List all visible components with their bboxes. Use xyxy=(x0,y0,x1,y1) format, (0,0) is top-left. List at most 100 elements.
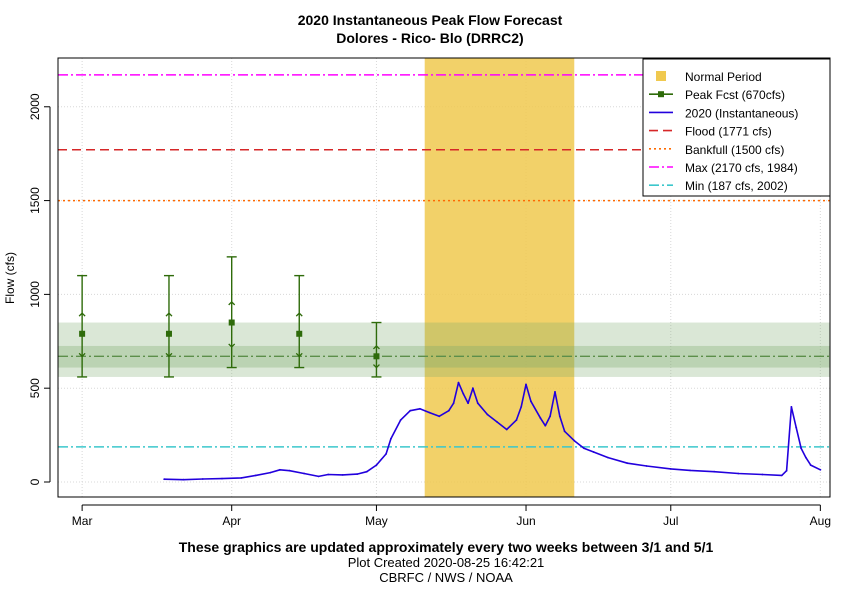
legend-item-label: Normal Period xyxy=(685,70,762,84)
series-point xyxy=(558,415,561,418)
series-point xyxy=(563,430,566,433)
legend-box xyxy=(642,58,831,197)
series-point xyxy=(221,477,223,480)
series-point xyxy=(327,473,330,476)
forecast-quantile-marker xyxy=(372,364,380,369)
forecast-quantile-marker xyxy=(78,312,86,317)
series-point xyxy=(375,464,378,466)
forecast-point xyxy=(228,319,235,326)
series-point xyxy=(505,428,508,431)
forecast-point xyxy=(373,353,380,360)
series-point xyxy=(356,473,359,475)
series-point xyxy=(496,421,498,423)
forecast-point xyxy=(79,330,86,337)
legend-item-label: Peak Fcst (670cfs) xyxy=(685,88,785,102)
legend-item-label: Min (187 cfs, 2002) xyxy=(685,179,788,193)
x-tick-label: Apr xyxy=(222,514,241,528)
forecast-quantile-marker xyxy=(165,352,173,358)
x-tick-label: Jul xyxy=(663,514,678,528)
y-tick-label: 2000 xyxy=(28,93,42,120)
series-point xyxy=(201,478,204,480)
series-point xyxy=(163,478,166,481)
series-point xyxy=(530,400,532,403)
series-point xyxy=(390,437,392,440)
y-tick-label: 1000 xyxy=(28,281,42,308)
series-point xyxy=(486,413,489,416)
series-point xyxy=(592,451,595,453)
legend-swatch xyxy=(656,71,666,81)
series-point xyxy=(819,468,822,471)
series-point xyxy=(737,472,740,475)
series-point xyxy=(525,383,527,386)
chart-subtitle: Dolores - Rico- Blo (DRRC2) xyxy=(336,30,523,46)
series-point xyxy=(317,475,320,478)
series-point xyxy=(341,474,344,476)
series-point xyxy=(240,477,243,479)
series-point xyxy=(607,456,609,459)
series-point xyxy=(573,439,576,442)
series-point xyxy=(689,469,691,472)
forecast-point xyxy=(165,330,172,337)
series-point xyxy=(583,447,585,450)
series-point xyxy=(365,470,368,473)
series-point xyxy=(520,406,523,408)
series-point xyxy=(303,472,305,475)
y-tick-label: 0 xyxy=(28,478,42,485)
forecast-quantile-marker xyxy=(78,352,86,358)
series-point xyxy=(467,402,469,405)
y-tick-label: 1500 xyxy=(28,187,42,214)
series-point xyxy=(539,417,542,420)
series-point xyxy=(790,406,793,408)
legend-item-label: Max (2170 cfs, 1984) xyxy=(685,161,798,175)
normal-period-band xyxy=(424,58,575,497)
chart-title: 2020 Instantaneous Peak Flow Forecast xyxy=(298,12,563,28)
series-point xyxy=(254,474,257,477)
series-point xyxy=(438,415,441,418)
series-point xyxy=(515,419,518,421)
series-point xyxy=(800,447,802,450)
series-point xyxy=(626,462,629,465)
legend-swatch-marker xyxy=(658,91,664,98)
forecast-outer-band xyxy=(58,322,830,377)
series-point xyxy=(476,402,479,405)
series-point xyxy=(279,468,281,471)
footer-note: These graphics are updated approximately… xyxy=(179,539,714,555)
forecast-quantile-marker xyxy=(295,312,303,317)
legend-item-label: Flood (1771 cfs) xyxy=(685,125,772,139)
footer-created: Plot Created 2020-08-25 16:42:21 xyxy=(348,555,545,570)
series-point xyxy=(805,456,807,459)
series-point xyxy=(409,409,412,412)
series-point xyxy=(669,468,672,470)
series-point xyxy=(795,426,798,429)
x-tick-label: May xyxy=(365,514,388,528)
series-point xyxy=(399,419,402,421)
forecast-point xyxy=(296,330,303,337)
legend-item-label: Bankfull (1500 cfs) xyxy=(685,143,784,157)
forecast-quantile-marker xyxy=(228,300,236,306)
series-line-2020 xyxy=(164,381,821,481)
series-point xyxy=(780,474,783,477)
series-point xyxy=(544,424,547,427)
series-point xyxy=(809,464,812,466)
series-point xyxy=(452,402,455,405)
forecast-quantile-marker xyxy=(228,343,236,348)
footer-agency: CBRFC / NWS / NOAA xyxy=(379,570,513,585)
series-point xyxy=(761,473,764,476)
x-tick-label: Aug xyxy=(810,514,831,528)
series-point xyxy=(288,469,291,472)
series-point xyxy=(713,470,716,473)
series-point xyxy=(182,478,185,481)
series-point xyxy=(462,392,465,395)
series-point xyxy=(785,469,788,472)
y-tick-label: 500 xyxy=(28,378,42,398)
y-axis-label: Flow (cfs) xyxy=(3,252,17,304)
series-point xyxy=(269,471,272,474)
series-point xyxy=(554,391,556,393)
x-tick-label: Jun xyxy=(516,514,535,528)
series-point xyxy=(457,381,460,384)
series-point xyxy=(447,409,450,412)
forecast-quantile-marker xyxy=(295,352,303,358)
legend-item-label: 2020 (Instantaneous) xyxy=(685,106,798,120)
forecast-quantile-marker xyxy=(372,345,380,350)
